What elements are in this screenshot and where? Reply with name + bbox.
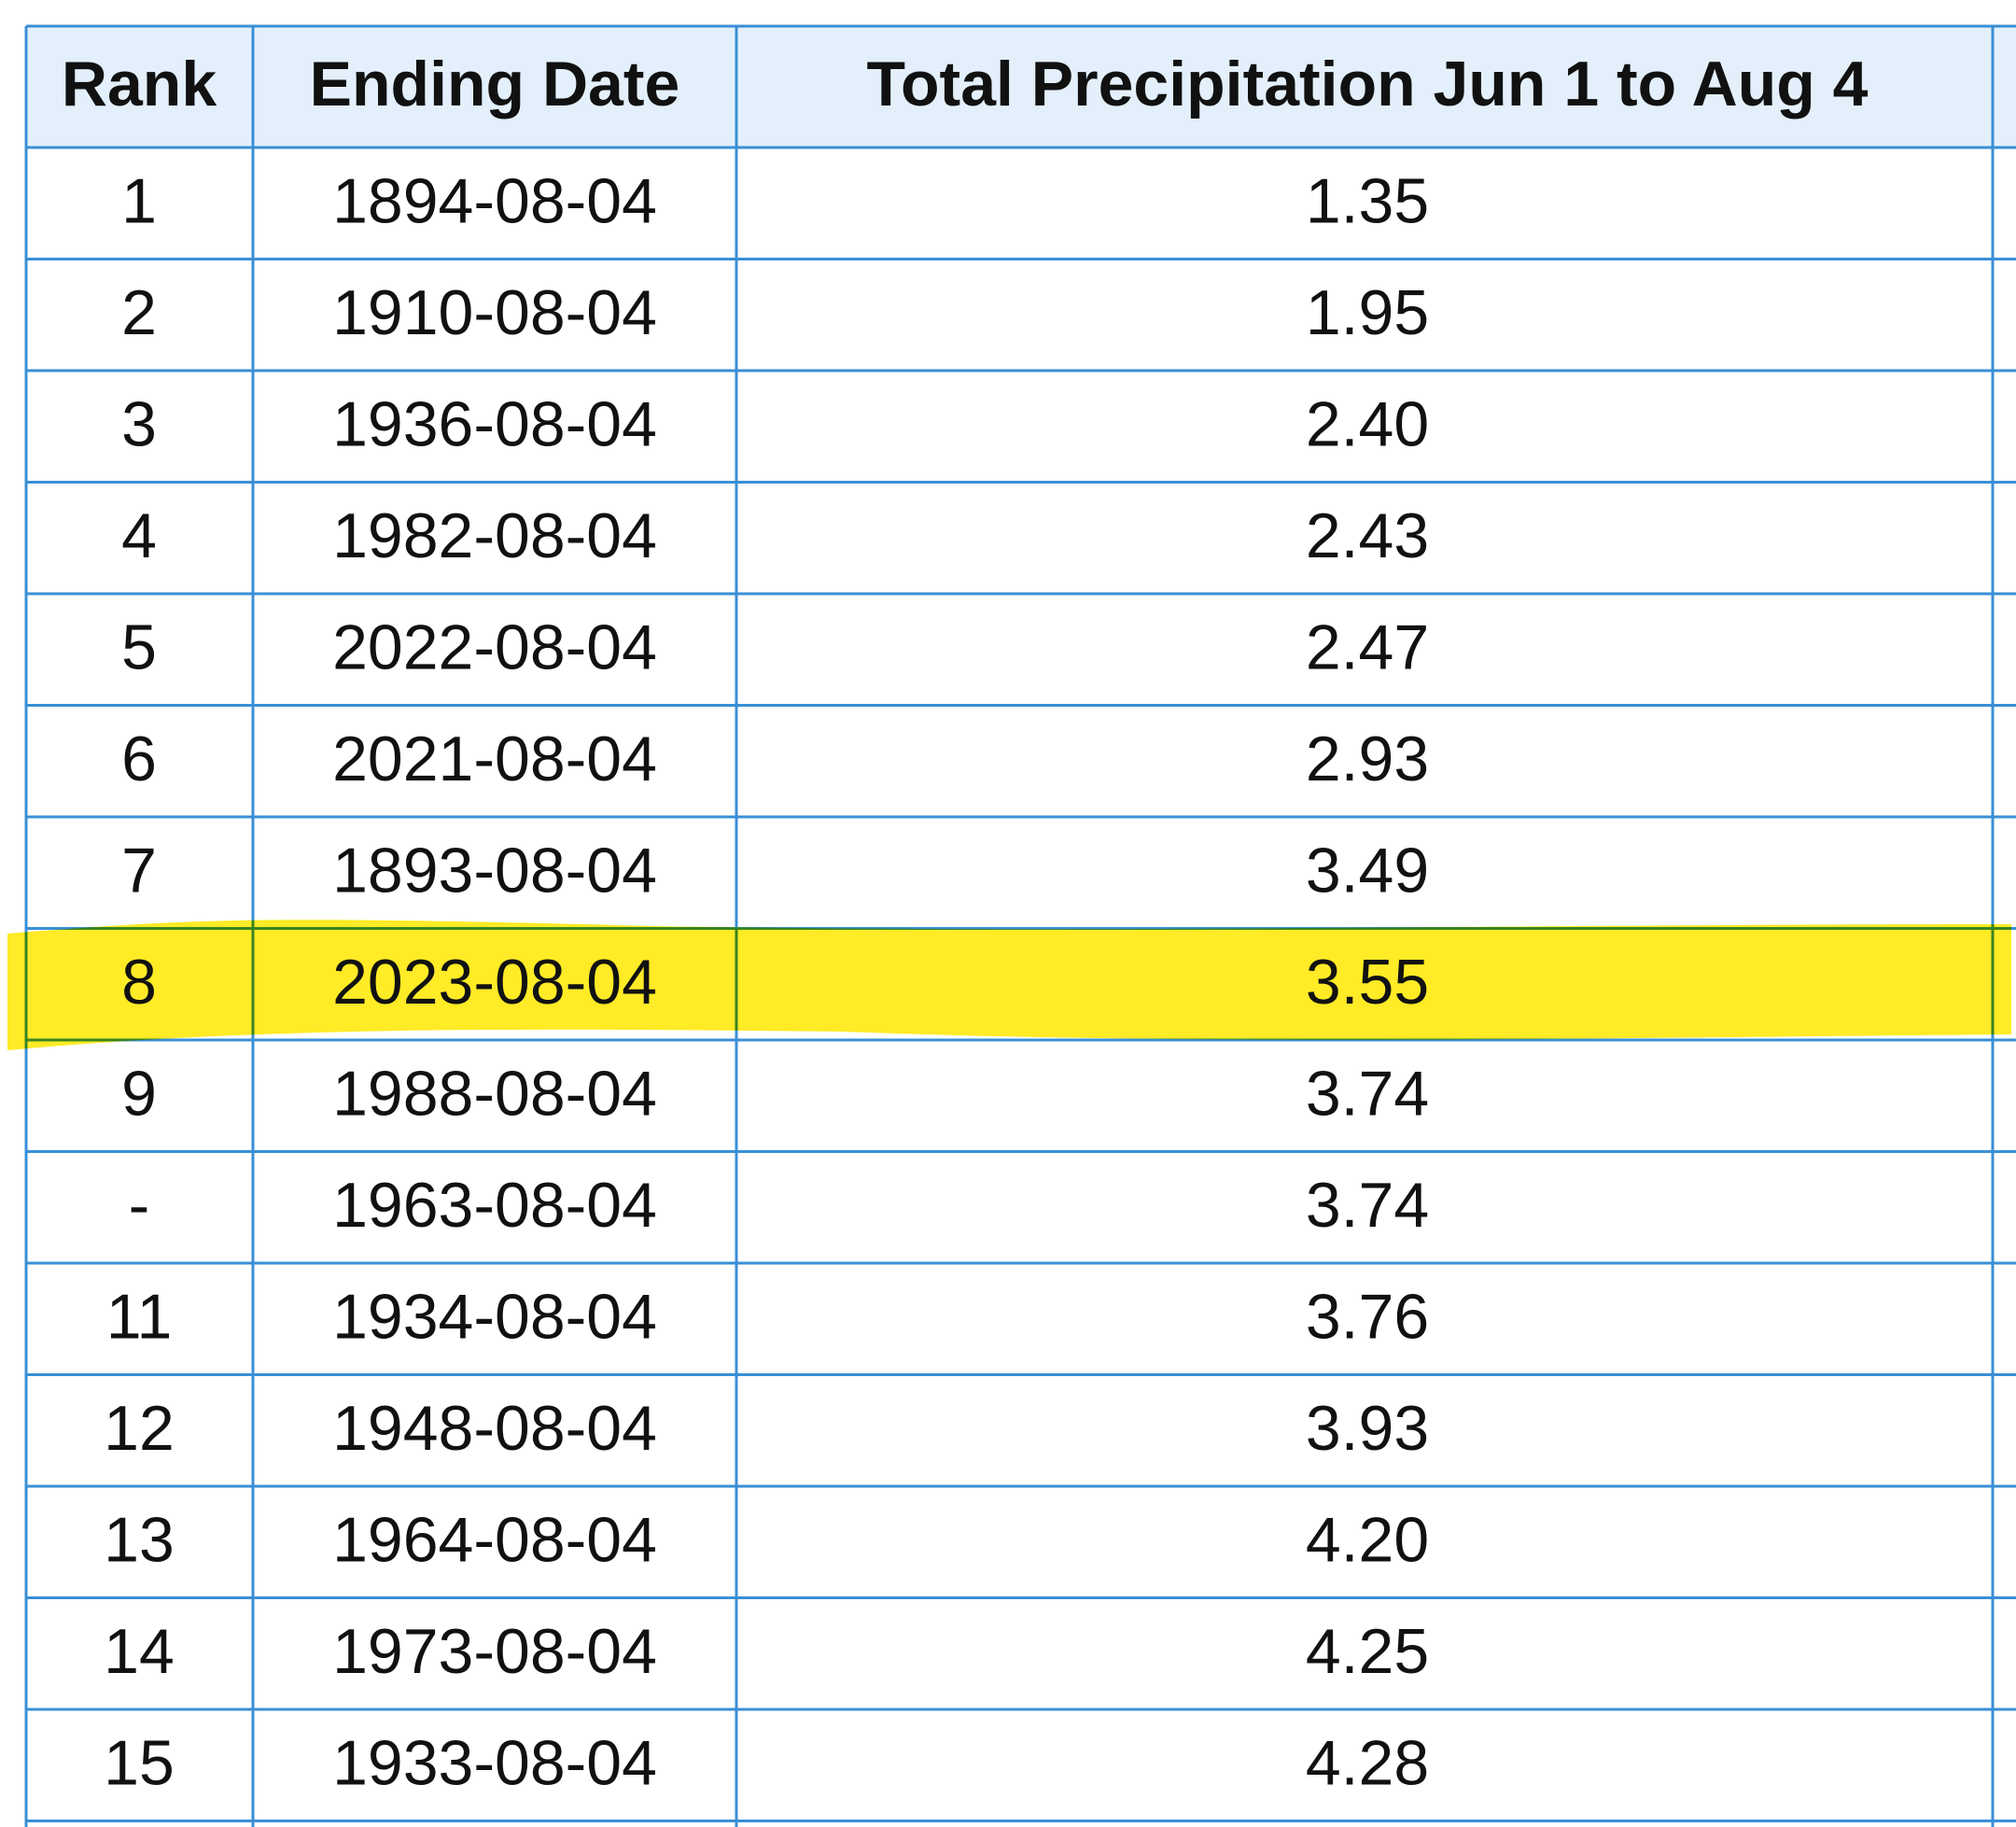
cell: 7	[121, 836, 157, 906]
cell: 15	[104, 1728, 175, 1799]
cell: 12	[104, 1393, 175, 1464]
cell: 4.28	[1306, 1728, 1429, 1799]
cell: 1933-08-04	[332, 1728, 657, 1799]
cell: 9	[121, 1059, 157, 1130]
cell: 2.43	[1306, 500, 1429, 571]
cell: 1	[121, 166, 157, 237]
header-cell: Total Precipitation Jun 1 to Aug 4	[867, 49, 1869, 119]
cell: 2	[121, 277, 157, 348]
cell: 2022-08-04	[332, 612, 657, 683]
cell: 3.74	[1306, 1059, 1429, 1130]
cell: 4	[121, 500, 157, 571]
cell: 11	[106, 1282, 173, 1353]
cell: 1964-08-04	[332, 1505, 657, 1576]
cell: 2.47	[1306, 612, 1429, 683]
cell: 3	[121, 389, 157, 460]
cell: 1948-08-04	[332, 1393, 657, 1464]
cell: 4.25	[1306, 1616, 1429, 1687]
cell: 1.95	[1306, 277, 1429, 348]
cell: 2.93	[1306, 724, 1429, 794]
cell: 14	[104, 1616, 175, 1687]
cell: 1988-08-04	[332, 1059, 657, 1130]
header-background	[26, 26, 2016, 148]
header-cell: Ending Date	[310, 49, 680, 119]
cell: 5	[121, 612, 157, 683]
cell: 1910-08-04	[332, 277, 657, 348]
cell: 2.40	[1306, 389, 1429, 460]
cell: 2021-08-04	[332, 724, 657, 794]
cell: 1.35	[1306, 166, 1429, 237]
cell: 8	[121, 947, 157, 1018]
grid	[24, 24, 2016, 1827]
cell: 1963-08-04	[332, 1170, 657, 1241]
cell: 1894-08-04	[332, 166, 657, 237]
header-cell: Rank	[62, 49, 217, 119]
cell: 1936-08-04	[332, 389, 657, 460]
cell: -	[129, 1170, 150, 1241]
cell: 6	[121, 724, 157, 794]
cell: 4.20	[1306, 1505, 1429, 1576]
highlight	[7, 920, 2011, 1050]
cell: 3.93	[1306, 1393, 1429, 1464]
cell: 1982-08-04	[332, 500, 657, 571]
cell: 3.74	[1306, 1170, 1429, 1241]
cell: 3.55	[1306, 947, 1429, 1018]
cell: 13	[104, 1505, 175, 1576]
cell: 3.76	[1306, 1282, 1429, 1353]
cell: 3.49	[1306, 836, 1429, 906]
cell: 1973-08-04	[332, 1616, 657, 1687]
cell: 1893-08-04	[332, 836, 657, 906]
cell: 2023-08-04	[332, 947, 657, 1018]
cell: 1934-08-04	[332, 1282, 657, 1353]
cells: Rank Ending Date Total Precipitation Jun 1…	[62, 49, 1869, 1799]
